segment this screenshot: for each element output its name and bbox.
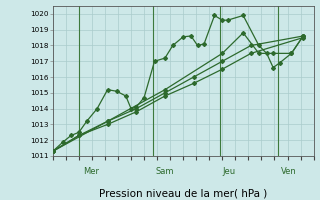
Text: Mer: Mer [83,166,99,176]
Text: Pression niveau de la mer( hPa ): Pression niveau de la mer( hPa ) [99,189,267,199]
Text: Jeu: Jeu [222,166,236,176]
Text: Sam: Sam [156,166,174,176]
Text: Ven: Ven [281,166,297,176]
